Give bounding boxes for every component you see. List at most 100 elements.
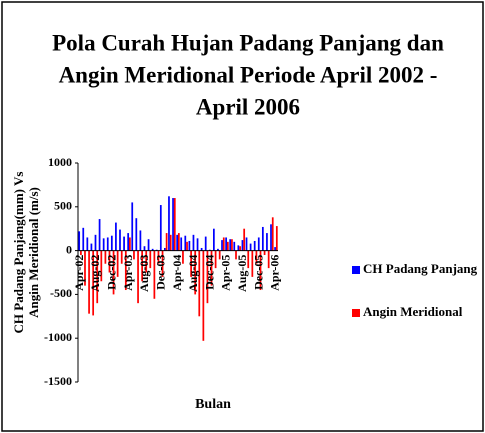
- y-tick-label: -500: [50, 286, 72, 300]
- bar: [90, 243, 93, 251]
- x-tick-label: Dec-04: [202, 255, 216, 290]
- bar: [78, 231, 81, 251]
- bar: [233, 241, 236, 251]
- bar: [251, 250, 254, 277]
- bar: [176, 234, 178, 251]
- bar: [178, 233, 180, 251]
- bar: [182, 250, 184, 264]
- bar: [120, 250, 123, 264]
- bar: [200, 247, 203, 251]
- bar: [218, 250, 221, 260]
- bar: [84, 250, 86, 286]
- bar: [241, 240, 244, 251]
- bar: [274, 247, 276, 251]
- bar: [147, 239, 150, 251]
- x-tick-label: Aug-02: [88, 255, 102, 292]
- bar: [151, 248, 154, 251]
- bar: [127, 233, 130, 251]
- legend-swatch: [352, 309, 360, 317]
- bar: [94, 234, 97, 251]
- bar: [98, 219, 101, 251]
- bar: [80, 250, 82, 255]
- chart-title: Pola Curah Hujan Padang Panjang dan: [52, 30, 444, 55]
- x-tick-label: Apr-05: [219, 255, 233, 291]
- bar: [106, 237, 109, 251]
- bar: [188, 240, 191, 251]
- bar: [266, 233, 268, 251]
- legend-label: Angin Meridional: [363, 304, 463, 319]
- bar: [143, 246, 146, 251]
- bar: [237, 245, 240, 251]
- bar: [198, 250, 201, 317]
- bar: [217, 248, 219, 251]
- bar: [96, 250, 99, 304]
- bar: [153, 250, 156, 299]
- bar: [275, 226, 278, 251]
- bar: [112, 250, 115, 295]
- x-tick-label: Apr-03: [121, 255, 135, 291]
- bar: [214, 250, 217, 269]
- x-tick-label: Apr-06: [268, 255, 282, 291]
- y-tick-label: 1000: [48, 155, 72, 169]
- bar: [124, 250, 127, 291]
- bar: [243, 228, 246, 251]
- bar: [108, 250, 111, 273]
- bar: [253, 240, 256, 251]
- bar: [88, 250, 90, 314]
- bar: [137, 250, 139, 304]
- bar: [131, 202, 134, 251]
- x-tick-label: Dec-05: [251, 255, 265, 290]
- bar: [261, 226, 264, 251]
- bar: [133, 250, 135, 260]
- bar: [139, 230, 142, 251]
- bar: [110, 235, 113, 251]
- bar: [259, 250, 262, 291]
- bar: [194, 250, 197, 295]
- bar: [86, 237, 89, 251]
- bar: [221, 240, 223, 251]
- bar: [165, 233, 168, 251]
- bar: [168, 196, 170, 251]
- bar: [222, 237, 225, 251]
- y-axis-label: CH Padang Panjang(mm) Vs: [11, 172, 26, 334]
- legend-swatch: [352, 266, 360, 274]
- legend-label: CH Padang Panjang: [363, 261, 478, 276]
- bar: [115, 222, 117, 251]
- chart-title: Angin Meridional Periode April 2002 -: [59, 62, 438, 87]
- y-tick-label: 0: [66, 242, 72, 256]
- bar: [255, 250, 258, 264]
- bar: [129, 237, 131, 251]
- y-tick-label: -1000: [44, 330, 72, 344]
- x-tick-label: Aug-04: [186, 255, 200, 292]
- bar: [102, 238, 105, 251]
- bar: [190, 250, 192, 277]
- x-tick-label: Apr-02: [72, 255, 86, 291]
- bar: [180, 237, 183, 251]
- x-tick-label: Aug-03: [137, 255, 151, 292]
- bar: [192, 234, 195, 251]
- bar: [210, 250, 213, 286]
- bar: [196, 238, 199, 251]
- bar: [135, 218, 138, 251]
- x-axis-label: Bulan: [195, 397, 231, 412]
- bar: [263, 250, 266, 255]
- bar: [213, 228, 215, 251]
- bar: [159, 205, 162, 251]
- bar: [245, 237, 248, 251]
- bar: [247, 250, 250, 269]
- bar: [172, 198, 174, 251]
- bar: [141, 250, 143, 282]
- chart-title: April 2006: [196, 94, 300, 119]
- bar: [82, 227, 85, 251]
- bar: [104, 250, 107, 264]
- bar: [257, 237, 260, 251]
- bar: [149, 250, 152, 269]
- y-tick-label: 500: [54, 199, 72, 213]
- bar: [229, 239, 232, 251]
- bar: [206, 250, 209, 304]
- bar: [267, 250, 270, 269]
- bar: [173, 198, 176, 251]
- x-tick-label: Apr-04: [170, 255, 184, 291]
